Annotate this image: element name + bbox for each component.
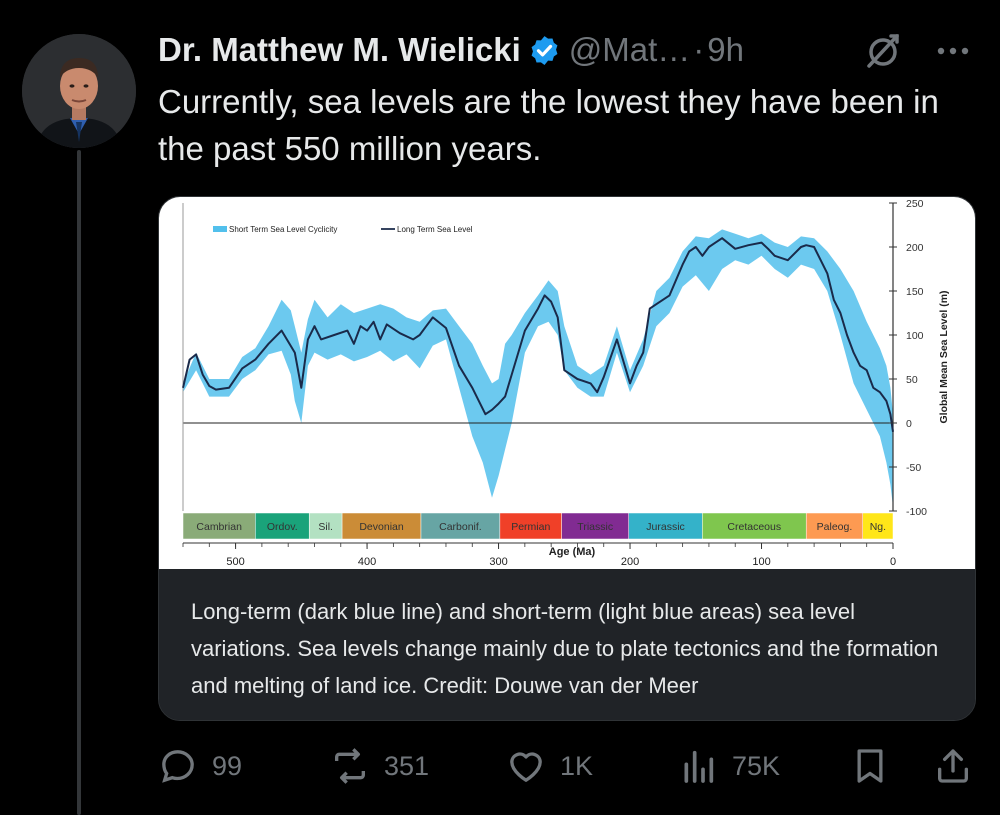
verified-badge-icon [528,34,561,67]
thread-line [77,150,81,815]
period-label: Devonian [359,521,404,533]
y-axis-label: Global Mean Sea Level (m) [938,290,950,423]
reply-icon [162,750,194,783]
y-tick-label: 250 [906,198,924,210]
period-block [702,512,807,540]
tweet-header: Dr. Matthew M. Wielicki @Mat… · 9h [158,28,988,72]
period-block [308,512,343,540]
period-label: Permian [511,521,550,533]
separator-dot: · [693,31,705,68]
period-block [182,512,256,540]
author-name[interactable]: Dr. Matthew M. Wielicki [158,31,521,68]
period-label: Jurassic [646,521,685,533]
period-label: Cambrian [196,521,242,533]
y-tick-label: 100 [906,330,924,342]
tweet-text: Currently, sea levels are the lowest the… [158,83,939,167]
legend-swatch-band [213,226,227,232]
period-block [341,512,422,540]
x-tick-label: 500 [226,556,244,568]
period-block [420,512,501,540]
views-count: 75K [732,750,781,781]
legend-label-line: Long Term Sea Level [397,225,473,234]
grok-icon[interactable] [863,30,903,70]
period-label: Paleog. [817,521,853,533]
period-block [255,512,310,540]
period-block [561,512,629,540]
chart-svg: Cambrian Ordov. Sil. Devonian Carbonif. Permi… [182,198,950,568]
long-term-line [182,237,894,432]
repost-icon [335,748,365,784]
period-label: Ng. [870,521,886,533]
period-label: Sil. [318,521,333,533]
y-tick-label: -100 [906,506,927,518]
y-tick-label: 200 [906,242,924,254]
share-button[interactable] [933,740,987,792]
x-axis-label: Age (Ma) [549,546,596,558]
reply-count: 99 [212,750,243,781]
avatar-portrait-icon [22,34,136,148]
period-block [499,512,562,540]
views-icon [684,750,714,783]
bookmark-icon [857,749,883,783]
tweet-media[interactable]: Cambrian Ordov. Sil. Devonian Carbonif. Permi… [158,196,976,721]
author-handle[interactable]: @Mat… [568,31,691,68]
media-caption: Long-term (dark blue line) and short-ter… [159,569,975,720]
heart-icon [510,752,542,782]
y-tick-label: 50 [906,374,918,386]
x-tick-label: 0 [890,556,896,568]
period-label: Cretaceous [727,521,781,533]
y-tick-label: 0 [906,418,912,430]
action-bar: 99 351 1K 75K [158,740,988,792]
repost-count: 351 [384,750,430,781]
more-options-icon[interactable] [933,36,973,66]
period-block [628,512,703,540]
tweet-time[interactable]: 9h [707,31,745,68]
avatar[interactable] [22,34,136,148]
period-label: Ordov. [267,521,298,533]
like-count: 1K [560,750,594,781]
bookmark-button[interactable] [850,740,904,792]
period-label: Carbonif. [439,521,482,533]
y-tick-label: -50 [906,462,921,474]
period-block [862,512,894,540]
x-tick-label: 400 [358,556,376,568]
y-tick-label: 150 [906,286,924,298]
x-tick-label: 100 [752,556,770,568]
sea-level-chart: Cambrian Ordov. Sil. Devonian Carbonif. Permi… [159,197,975,569]
like-button[interactable]: 1K [506,740,593,792]
views-button[interactable]: 75K [678,740,780,792]
reply-button[interactable]: 99 [158,740,242,792]
period-label: Triassic [577,521,613,533]
repost-button[interactable]: 351 [330,740,429,792]
x-tick-label: 200 [621,556,639,568]
period-block [805,512,864,540]
share-icon [938,749,968,783]
x-tick-label: 300 [489,556,507,568]
legend-label-band: Short Term Sea Level Cyclicity [229,225,337,234]
short-term-band [183,229,893,507]
